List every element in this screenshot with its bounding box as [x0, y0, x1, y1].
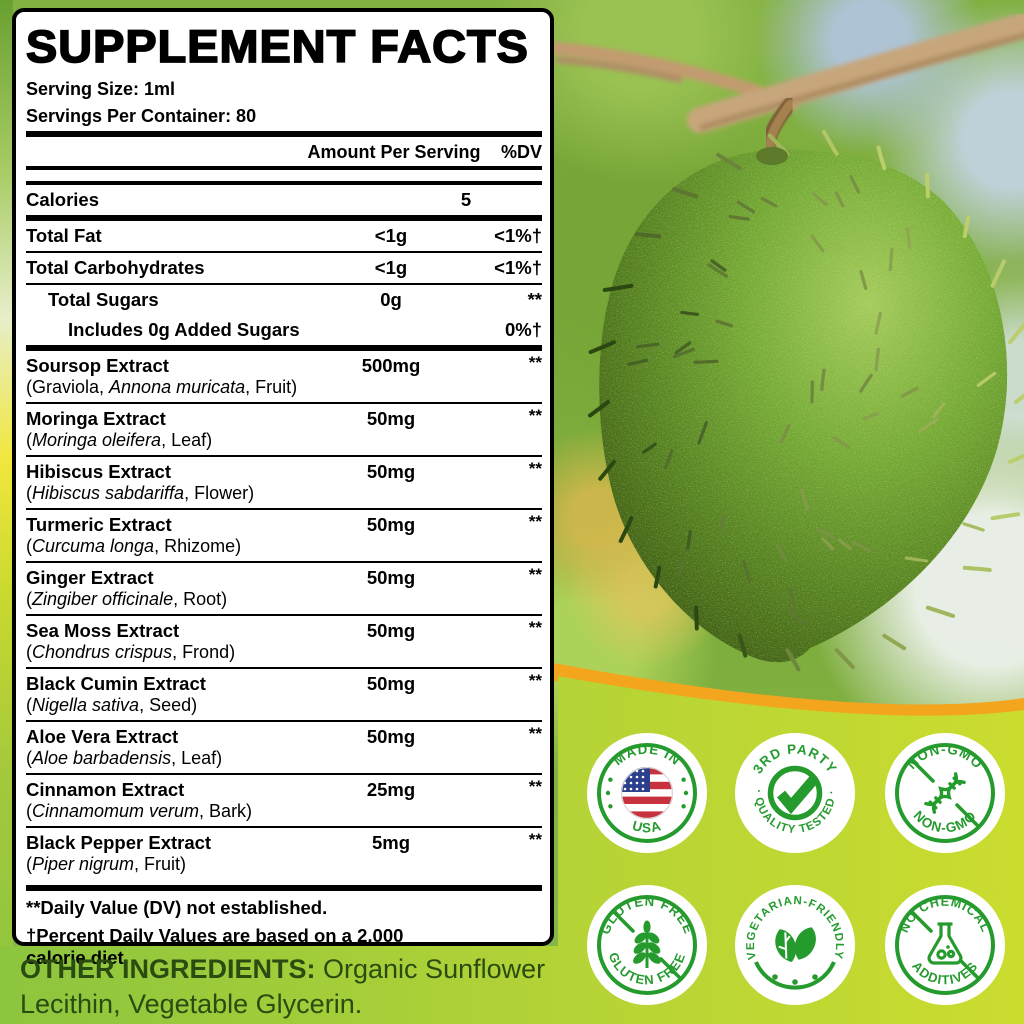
nutrient-row: Includes 0g Added Sugars 0%†	[26, 315, 542, 351]
serving-size: Serving Size: 1ml	[26, 79, 176, 99]
fruit-spikes	[588, 129, 1024, 672]
botanical-rows: Soursop Extract (Graviola, Annona murica…	[26, 351, 542, 881]
tree-branch	[549, 12, 1024, 133]
botanical-row: Black Cumin Extract (Nigella sativa, See…	[26, 669, 542, 722]
badge-dots	[772, 974, 818, 985]
background-edge-gradient	[0, 0, 13, 1024]
other-ingredients-label: OTHER INGREDIENTS:	[20, 954, 316, 984]
botanical-row: Moringa Extract (Moringa oleifera, Leaf)…	[26, 404, 542, 457]
column-header-amount: Amount Per Serving	[307, 142, 481, 162]
other-ingredients-text: Organic Sunflower Lecithin, Vegetable Gl…	[20, 954, 546, 1019]
nutrient-row: Total Carbohydrates <1g <1%†	[26, 253, 542, 285]
footnotes: **Daily Value (DV) not established. †Per…	[26, 897, 542, 969]
badge-vegetarian-friendly: VEGETARIAN-FRIENDLY	[732, 882, 858, 1008]
botanical-row: Ginger Extract (Zingiber officinale, Roo…	[26, 563, 542, 616]
supplement-facts-panel: SUPPLEMENT FACTS Serving Size: 1ml Servi…	[12, 8, 554, 968]
fruit-calyx	[756, 147, 788, 165]
badge-dots	[605, 777, 689, 809]
flask-icon	[927, 922, 963, 965]
prohibition-slash	[911, 759, 979, 827]
badge-gluten-free: GLUTEN FREE GLUTEN FREE	[584, 882, 710, 1008]
panel-title: SUPPLEMENT FACTS	[25, 20, 529, 73]
other-ingredients: OTHER INGREDIENTS: Organic Sunflower Lec…	[20, 952, 552, 1022]
badge-third-party-tested: 3RD PARTY · QUALITY TESTED ·	[732, 730, 858, 856]
rule-double	[26, 166, 542, 185]
wheat-sprig-icon	[633, 920, 661, 968]
badge-no-chemical-additives: NO CHEMICAL ADDITIVES	[882, 882, 1008, 1008]
svg-text:USA: USA	[631, 818, 664, 835]
rule-thick	[26, 131, 542, 137]
botanical-row: Soursop Extract (Graviola, Annona murica…	[26, 351, 542, 404]
badge-ring-bottom	[754, 961, 836, 990]
botanical-row: Hibiscus Extract (Hibiscus sabdariffa, F…	[26, 457, 542, 510]
dna-helix-icon	[924, 772, 966, 814]
badge-made-in-usa: MADE IN USA	[584, 730, 710, 856]
soursop-fruit	[588, 129, 1024, 672]
usa-flag-icon	[621, 767, 673, 819]
botanical-row: Black Pepper Extract (Piper nigrum, Frui…	[26, 830, 542, 874]
badge-non-gmo: NON-GMO NON-GMO	[882, 730, 1008, 856]
botanical-row: Sea Moss Extract (Chondrus crispus, Fron…	[26, 616, 542, 669]
nutrient-row: Total Sugars 0g **	[48, 289, 542, 310]
wave-orange-stripe	[548, 662, 1024, 722]
prohibition-slash	[613, 911, 681, 979]
botanical-row: Aloe Vera Extract (Aloe barbadensis, Lea…	[26, 722, 542, 775]
footnote-dv: **Daily Value (DV) not established.	[26, 897, 328, 918]
prohibition-slash	[911, 911, 979, 979]
leaves-icon	[775, 927, 816, 962]
checkmark-icon	[767, 765, 823, 821]
column-header-dv: %DV	[500, 142, 542, 162]
footnote-percent: †Percent Daily Values are based on a 2,0…	[26, 925, 404, 968]
servings-per-container: Servings Per Container: 80	[26, 106, 257, 126]
fruit-speckle-texture	[599, 149, 1008, 663]
botanical-row: Turmeric Extract (Curcuma longa, Rhizome…	[26, 510, 542, 563]
nutrient-row: Calories 5	[26, 185, 542, 221]
nutrient-row: Total Fat <1g <1%†	[26, 221, 542, 253]
botanical-row: Cinnamon Extract (Cinnamomum verum, Bark…	[26, 775, 542, 828]
nutrient-rows: Calories 5 Total Fat <1g <1%† Total Carb…	[26, 185, 542, 351]
table-header: Amount Per Serving %DV	[26, 137, 542, 166]
rule-thick-bottom	[26, 885, 542, 891]
